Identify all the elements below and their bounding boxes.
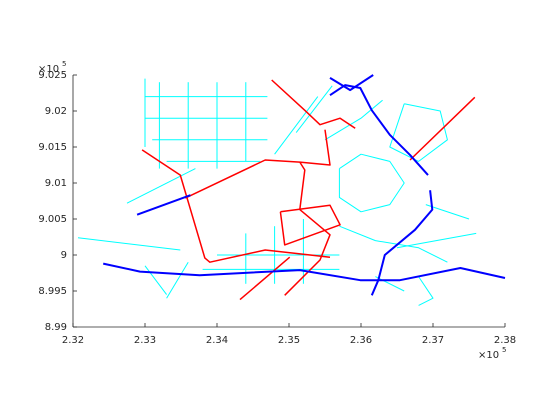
x-tick-label: 2.34 <box>206 335 228 346</box>
road <box>370 190 434 296</box>
y-tick-label: 9.025 <box>38 70 67 81</box>
road <box>409 96 476 161</box>
y-multiplier: ×10 <box>38 64 59 75</box>
road <box>239 256 291 301</box>
road <box>102 262 506 282</box>
road <box>389 103 448 162</box>
y-tick-label: 9.02 <box>45 106 67 117</box>
road <box>295 85 333 133</box>
road <box>136 194 191 216</box>
road <box>271 79 356 129</box>
road <box>274 96 319 155</box>
y-tick-label: 9.01 <box>45 178 67 189</box>
x-tick-label: 2.35 <box>278 335 300 346</box>
road <box>329 74 374 92</box>
y-tick-label: 9.005 <box>38 214 67 225</box>
road <box>329 84 429 176</box>
road <box>396 232 477 249</box>
road <box>279 204 341 246</box>
x-tick-label: 2.33 <box>134 335 156 346</box>
road <box>338 153 405 213</box>
x-tick-label: 2.37 <box>422 335 444 346</box>
x-multiplier: ×10 <box>478 350 499 361</box>
y-exponent: 5 <box>62 60 66 68</box>
road <box>126 168 196 204</box>
road <box>375 276 405 292</box>
y-tick-label: 9.015 <box>38 142 67 153</box>
x-tick-label: 2.38 <box>494 335 516 346</box>
road <box>339 225 448 263</box>
road <box>144 265 167 295</box>
road <box>166 261 189 299</box>
road <box>77 237 181 251</box>
x-tick-label: 2.32 <box>62 335 84 346</box>
y-tick-label: 9 <box>61 250 67 261</box>
x-tick-label: 2.36 <box>350 335 372 346</box>
road <box>141 149 331 263</box>
x-exponent: 5 <box>502 346 506 354</box>
road <box>418 276 434 306</box>
road <box>299 129 331 166</box>
y-tick-label: 8.99 <box>45 322 67 333</box>
road <box>184 159 331 296</box>
y-tick-label: 8.995 <box>38 286 67 297</box>
road <box>324 99 383 141</box>
